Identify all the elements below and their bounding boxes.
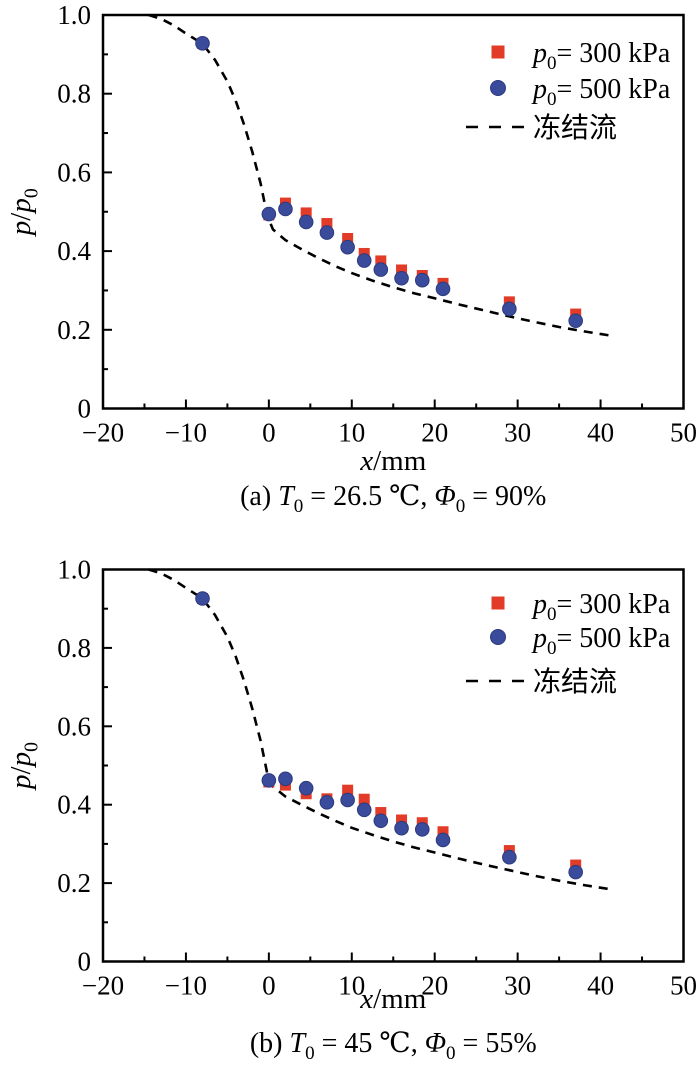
data-point-circle bbox=[394, 820, 409, 836]
x-tick-label: −10 bbox=[165, 418, 207, 448]
caption-b: (b) T0 = 45 ℃, Φ0 = 55% bbox=[250, 1028, 537, 1064]
y-tick-label: 0.4 bbox=[57, 790, 91, 820]
data-point-square bbox=[342, 784, 354, 796]
data-point-circle bbox=[340, 792, 355, 808]
y-tick-label: 0.4 bbox=[57, 236, 91, 266]
series-300kPa-a bbox=[197, 37, 582, 320]
y-tick-label: 0.2 bbox=[57, 868, 91, 898]
data-point-square bbox=[396, 264, 408, 276]
x-tick-label: 30 bbox=[504, 418, 531, 448]
data-point-circle bbox=[319, 225, 335, 240]
chart-b-pressure-ratio: −20 −10 0 10 20 30 40 50 0 0.2 0.4 0.6 0.8 1.0 p0= 300… bbox=[5, 555, 697, 1065]
legend-circle-marker bbox=[490, 629, 506, 645]
data-point-circle bbox=[195, 591, 210, 606]
series-300kPa-b bbox=[197, 593, 582, 871]
data-point-circle bbox=[261, 773, 277, 788]
axes-b: −20 −10 0 10 20 30 40 50 0 0.2 0.4 0.6 0.8 1.0 bbox=[57, 555, 697, 1001]
data-point-square bbox=[437, 826, 449, 838]
y-tick-label: 0 bbox=[78, 947, 92, 977]
legend-label: 冻结流 bbox=[533, 112, 617, 144]
data-point-square bbox=[375, 255, 387, 267]
data-point-square bbox=[342, 233, 354, 245]
axes-a: −20 −10 0 10 20 30 40 50 0 0.2 0.4 0.6 0.8 1.0 bbox=[57, 0, 697, 448]
y-tick-label: 0.6 bbox=[57, 157, 91, 187]
data-point-circle bbox=[278, 771, 293, 787]
data-point-circle bbox=[568, 864, 583, 880]
y-tick-label: 0 bbox=[78, 394, 92, 424]
data-point-circle bbox=[298, 214, 314, 230]
x-tick-label: −20 bbox=[82, 971, 124, 1001]
legend-square-marker bbox=[491, 45, 505, 59]
series-500kPa-b bbox=[195, 591, 583, 880]
x-tick-label: 30 bbox=[504, 971, 531, 1001]
y-tick-label: 0.8 bbox=[57, 79, 91, 109]
data-point-circle bbox=[278, 201, 293, 217]
x-tick-label: 50 bbox=[670, 418, 697, 448]
y-tick-label: 0.8 bbox=[57, 633, 91, 663]
legend-square-marker bbox=[491, 596, 505, 610]
data-point-circle bbox=[298, 780, 314, 796]
x-tick-label: 0 bbox=[262, 418, 276, 448]
y-axis-label: p/p0 bbox=[5, 188, 42, 237]
legend-label: p0= 300 kPa bbox=[531, 38, 671, 74]
data-point-circle bbox=[261, 206, 277, 222]
legend-label: p0= 300 kPa bbox=[531, 589, 671, 625]
data-point-square bbox=[300, 207, 312, 219]
data-point-circle bbox=[414, 272, 430, 288]
x-tick-label: 20 bbox=[421, 971, 448, 1001]
y-tick-label: 1.0 bbox=[57, 555, 91, 585]
x-tick-label: 40 bbox=[587, 971, 614, 1001]
data-point-circle bbox=[356, 802, 372, 818]
frozen-flow-curve-a bbox=[148, 13, 610, 337]
x-tick-label: 10 bbox=[338, 971, 365, 1001]
data-point-circle bbox=[414, 822, 430, 837]
frozen-flow-curve-b bbox=[148, 568, 610, 891]
x-axis-label: x/mm bbox=[359, 983, 426, 1015]
data-point-square bbox=[396, 814, 408, 826]
data-point-circle bbox=[356, 253, 372, 268]
data-point-square bbox=[321, 218, 333, 230]
caption-a: (a) T0 = 26.5 ℃, Φ0 = 90% bbox=[240, 481, 546, 517]
data-point-square bbox=[358, 793, 370, 805]
series-500kPa-a bbox=[195, 36, 583, 329]
data-point-circle bbox=[195, 36, 210, 51]
x-tick-label: −10 bbox=[165, 971, 207, 1001]
x-tick-label: 10 bbox=[338, 418, 365, 448]
y-tick-label: 0.6 bbox=[57, 711, 91, 741]
legend-label: p0= 500 kPa bbox=[531, 74, 671, 110]
data-point-circle bbox=[435, 832, 451, 848]
data-point-circle bbox=[373, 262, 389, 277]
x-tick-label: −20 bbox=[82, 418, 124, 448]
x-axis-label: x/mm bbox=[359, 445, 426, 477]
data-point-circle bbox=[394, 270, 409, 286]
x-tick-label: 50 bbox=[670, 971, 697, 1001]
y-tick-label: 1.0 bbox=[57, 0, 91, 30]
data-point-circle bbox=[373, 813, 389, 829]
data-point-circle bbox=[502, 301, 517, 317]
y-axis-label: p/p0 bbox=[5, 742, 42, 791]
chart-a-pressure-ratio: −20 −10 0 10 20 30 40 50 0 0.2 0.4 0.6 0.8 1.0 p0= 300… bbox=[5, 0, 697, 517]
data-point-circle bbox=[568, 313, 583, 329]
data-point-circle bbox=[340, 239, 355, 255]
x-tick-label: 0 bbox=[262, 971, 276, 1001]
y-tick-label: 0.2 bbox=[57, 315, 91, 345]
data-point-square bbox=[375, 807, 387, 819]
data-point-circle bbox=[435, 281, 451, 297]
legend-label: p0= 500 kPa bbox=[531, 623, 671, 659]
data-point-circle bbox=[502, 849, 517, 865]
legend-circle-marker bbox=[490, 80, 506, 96]
data-point-circle bbox=[319, 795, 335, 810]
x-tick-label: 20 bbox=[421, 418, 448, 448]
x-tick-label: 40 bbox=[587, 418, 614, 448]
legend-label: 冻结流 bbox=[533, 666, 617, 698]
